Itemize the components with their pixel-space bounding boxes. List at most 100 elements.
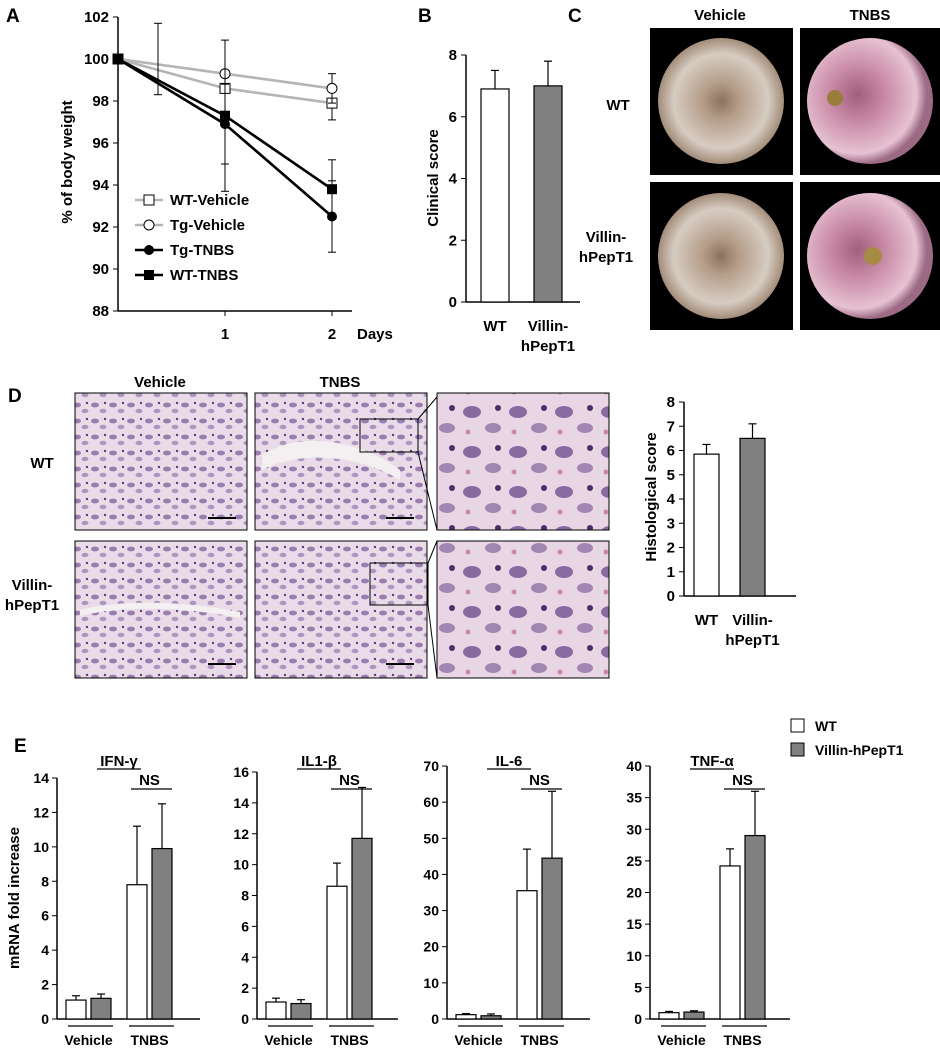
panel-b-category-label: WT: [483, 318, 506, 335]
panel-e-il1-beta-title: IL1-β: [301, 753, 337, 770]
panel-e-tnf-alpha-y-tick-label: 20: [626, 885, 642, 901]
panel-e-tnf-alpha-y-tick-label: 35: [626, 790, 642, 806]
panel-e-tnf-alpha-y-tick-label: 15: [626, 916, 642, 932]
panel-b-y-tick-label: 4: [449, 171, 458, 188]
panel-e-il-6-bar-vehicle-villin: [480, 1015, 502, 1020]
panel-e-ifn-gamma-y-tick-label: 8: [41, 873, 49, 889]
panel-e-ifn-gamma-y-tick-label: 10: [33, 839, 49, 855]
panel-e-tnf-alpha-ns-label: NS: [732, 772, 753, 789]
panel-c-row-label-villin-1: Villin-: [586, 229, 627, 246]
panel-e-il1-beta-bar-vehicle-wt: [265, 1001, 287, 1020]
panel-d-category-label: WT: [695, 612, 718, 629]
panel-e-ifn-gamma-y-tick-label: 2: [41, 977, 49, 993]
histology-villin-tnbs-zoom-image: [436, 540, 610, 679]
panel-a-legend-label-wt-vehicle: WT-Vehicle: [170, 192, 249, 209]
panel-e-ifn-gamma-y-tick-label: 0: [41, 1011, 49, 1027]
panel-a-legend-marker-tg-tnbs: [144, 245, 154, 255]
panel-e-tnf-alpha-bar-tnbs-villin: [744, 834, 766, 1020]
panel-b-bar-wt: [480, 88, 510, 303]
panel-letter-c: C: [568, 6, 582, 27]
panel-d-row-label-villin-1: Villin-: [12, 577, 53, 594]
panel-e-tnf-alpha-y-tick-label: 25: [626, 853, 642, 869]
panel-e-ifn-gamma-y-tick-label: 6: [41, 908, 49, 924]
panel-e-ifn-gamma-group-label-vehicle: Vehicle: [64, 1032, 112, 1048]
panel-b-y-tick-label: 8: [449, 47, 457, 64]
panel-e-tnf-alpha-y-tick-label: 40: [626, 758, 642, 774]
panel-c-row-label-wt: WT: [606, 97, 629, 114]
panel-e-ifn-gamma-ns-label: NS: [139, 772, 160, 789]
panel-e-il1-beta-y-tick-label: 0: [241, 1011, 249, 1027]
panel-e-il1-beta-y-tick-label: 14: [233, 795, 249, 811]
panel-a-legend-label-tg-tnbs: Tg-TNBS: [170, 242, 234, 259]
panel-e-il1-beta-y-tick-label: 12: [233, 826, 249, 842]
legend-label-villin: Villin-hPepT1: [815, 742, 904, 758]
panel-a-point-wt-tnbs: [113, 54, 123, 64]
endoscopy-wt-vehicle-image: [658, 38, 784, 164]
panel-a-legend-marker-tg-vehicle: [143, 219, 155, 231]
panel-a-x-tick-label: 2: [328, 326, 336, 343]
panel-e-il-6-group-label-tnbs: TNBS: [520, 1032, 558, 1048]
endoscopy-villin-tnbs-lesion: [864, 247, 882, 265]
panel-e-il1-beta-bar-tnbs-villin: [351, 837, 373, 1020]
panel-e-ifn-gamma-y-tick-label: 12: [33, 804, 49, 820]
panel-a-y-tick-label: 92: [92, 219, 109, 236]
panel-a-legend-marker-wt-vehicle: [143, 194, 155, 206]
panel-d-col-header-vehicle: Vehicle: [134, 374, 186, 391]
histology-villin-vehicle-lumen: [80, 602, 240, 618]
panel-e-il1-beta-y-tick-label: 8: [241, 888, 249, 904]
histology-wt-tnbs-zoom-box: [359, 418, 419, 453]
panel-e-il-6-y-tick-label: 20: [423, 939, 439, 955]
panel-b: B Clinical score: [418, 6, 442, 227]
panel-e-tnf-alpha-bar-vehicle-villin: [683, 1011, 705, 1020]
panel-a-x-unit: Days: [357, 326, 393, 343]
panel-letter-e: E: [14, 736, 27, 757]
panel-e-il1-beta-group-label-vehicle: Vehicle: [264, 1032, 312, 1048]
panel-d-col-header-tnbs: TNBS: [320, 374, 361, 391]
panel-e-tnf-alpha-group-label-vehicle: Vehicle: [657, 1032, 705, 1048]
panel-d-y-tick-label: 8: [667, 394, 675, 411]
panel-a-y-tick-label: 90: [92, 261, 109, 278]
panel-b-y-axis-title: Clinical score: [425, 129, 442, 227]
panel-e-ifn-gamma-bar-tnbs-wt: [126, 884, 148, 1020]
panel-e-il1-beta-y-tick-label: 16: [233, 764, 249, 780]
panel-d-bar-wt: [693, 453, 720, 597]
panel-e-il-6-ns-label: NS: [529, 772, 550, 789]
panel-e-tnf-alpha-y-tick-label: 30: [626, 821, 642, 837]
panel-a-y-axis-title: % of body weight: [59, 100, 76, 223]
panel-d-y-tick-label: 3: [667, 515, 675, 532]
panel-a-y-tick-label: 98: [92, 93, 109, 110]
panel-e-tnf-alpha-y-tick-label: 5: [634, 979, 642, 995]
panel-a-point-wt-tnbs: [327, 184, 337, 195]
panel-b-y-tick-label: 2: [449, 232, 457, 249]
panel-a-legend-label-wt-tnbs: WT-TNBS: [170, 267, 238, 284]
panel-e-ifn-gamma-group-label-tnbs: TNBS: [130, 1032, 168, 1048]
zoom-connector: [417, 396, 438, 420]
panel-e-il-6-y-tick-label: 0: [431, 1011, 439, 1027]
panel-e-ifn-gamma-bar-tnbs-villin: [151, 847, 173, 1020]
panel-letter-d: D: [8, 386, 22, 407]
panel-e-il-6-y-tick-label: 30: [423, 903, 439, 919]
panel-a-y-tick-label: 96: [92, 135, 109, 152]
panel-e-ifn-gamma-bar-vehicle-villin: [90, 997, 112, 1020]
legend-swatch-wt: [790, 718, 805, 733]
panel-b-category-label: Villin-: [528, 318, 569, 335]
panel-e-il1-beta-group-label-tnbs: TNBS: [330, 1032, 368, 1048]
panel-a-y-tick-label: 88: [92, 303, 109, 320]
panel-d-y-tick-label: 1: [667, 564, 675, 581]
panel-a-legend-marker-wt-tnbs: [144, 270, 154, 280]
panel-e-il-6-title: IL-6: [496, 753, 523, 770]
panel-e-ifn-gamma-y-tick-label: 4: [41, 942, 49, 958]
endoscopy-villin-vehicle-image: [658, 193, 784, 319]
panel-d-y-tick-label: 2: [667, 540, 675, 557]
panel-a-point-tg-vehicle: [326, 82, 338, 94]
panel-e-il1-beta-y-tick-label: 6: [241, 918, 249, 934]
panel-e-il-6-y-tick-label: 50: [423, 830, 439, 846]
panel-e-il1-beta-ns-label: NS: [339, 772, 360, 789]
panel-c-row-label-villin-2: hPepT1: [579, 249, 633, 266]
endoscopy-wt-tnbs-image: [807, 38, 933, 164]
panel-letter-b: B: [418, 6, 432, 27]
panel-d-y-tick-label: 6: [667, 443, 675, 460]
panel-e-il-6-y-tick-label: 70: [423, 758, 439, 774]
panel-e-il-6-y-tick-label: 60: [423, 794, 439, 810]
